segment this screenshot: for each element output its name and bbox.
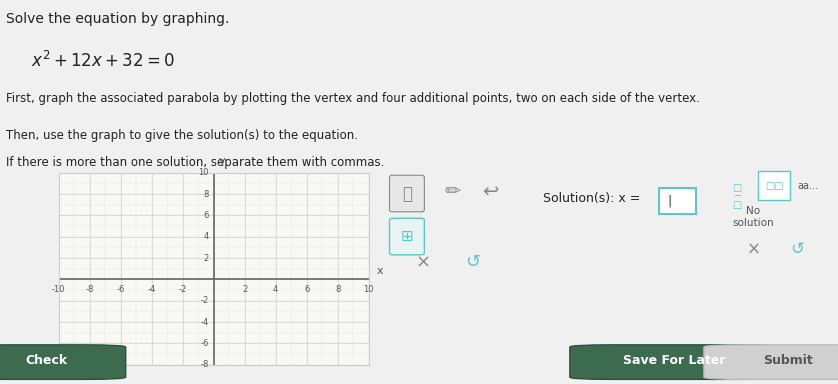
Text: ✏: ✏ <box>444 182 461 201</box>
Text: ↺: ↺ <box>465 253 480 271</box>
Text: -2: -2 <box>178 285 187 294</box>
Text: ×: × <box>416 253 431 271</box>
FancyBboxPatch shape <box>570 345 779 379</box>
Text: 4: 4 <box>204 232 209 241</box>
Text: ↺: ↺ <box>790 240 804 258</box>
Text: 4: 4 <box>273 285 278 294</box>
Text: 6: 6 <box>304 285 309 294</box>
Text: □□: □□ <box>765 181 784 191</box>
Text: -4: -4 <box>147 285 156 294</box>
Text: 6: 6 <box>204 211 209 220</box>
FancyBboxPatch shape <box>390 175 424 212</box>
Text: 8: 8 <box>204 190 209 199</box>
Text: □
─
□: □ ─ □ <box>732 183 742 210</box>
Text: -6: -6 <box>116 285 125 294</box>
Text: y: y <box>219 156 225 166</box>
Text: 10: 10 <box>199 168 209 177</box>
Text: |: | <box>667 195 671 208</box>
Text: 10: 10 <box>364 285 374 294</box>
Text: 2: 2 <box>204 254 209 263</box>
Text: Then, use the graph to give the solution(s) to the equation.: Then, use the graph to give the solution… <box>7 129 359 142</box>
FancyBboxPatch shape <box>0 345 126 379</box>
FancyBboxPatch shape <box>758 171 790 200</box>
Text: ⬜: ⬜ <box>402 185 412 202</box>
Text: Solution(s): x =: Solution(s): x = <box>543 192 644 205</box>
Text: -2: -2 <box>201 296 209 305</box>
FancyBboxPatch shape <box>390 218 424 255</box>
Text: Submit: Submit <box>763 354 813 367</box>
Text: No
solution: No solution <box>732 206 774 228</box>
Text: x: x <box>376 266 383 276</box>
Text: 2: 2 <box>242 285 247 294</box>
FancyBboxPatch shape <box>659 188 696 214</box>
Text: -4: -4 <box>201 318 209 327</box>
Text: $x^2 + 12x + 32 = 0$: $x^2 + 12x + 32 = 0$ <box>32 51 175 71</box>
Text: If there is more than one solution, separate them with commas.: If there is more than one solution, sepa… <box>7 156 385 169</box>
Text: Save For Later: Save For Later <box>623 354 726 367</box>
Text: First, graph the associated parabola by plotting the vertex and four additional : First, graph the associated parabola by … <box>7 92 701 105</box>
Text: Solve the equation by graphing.: Solve the equation by graphing. <box>7 12 230 26</box>
Text: ×: × <box>747 240 760 258</box>
Text: -8: -8 <box>200 360 209 369</box>
Text: ⊞: ⊞ <box>401 229 413 244</box>
Text: -6: -6 <box>200 339 209 348</box>
Text: 8: 8 <box>335 285 340 294</box>
Text: aa...: aa... <box>797 181 819 191</box>
Text: -10: -10 <box>52 285 65 294</box>
Text: Check: Check <box>25 354 67 367</box>
Text: -8: -8 <box>85 285 94 294</box>
Text: ↩: ↩ <box>482 182 499 201</box>
FancyBboxPatch shape <box>704 345 838 379</box>
